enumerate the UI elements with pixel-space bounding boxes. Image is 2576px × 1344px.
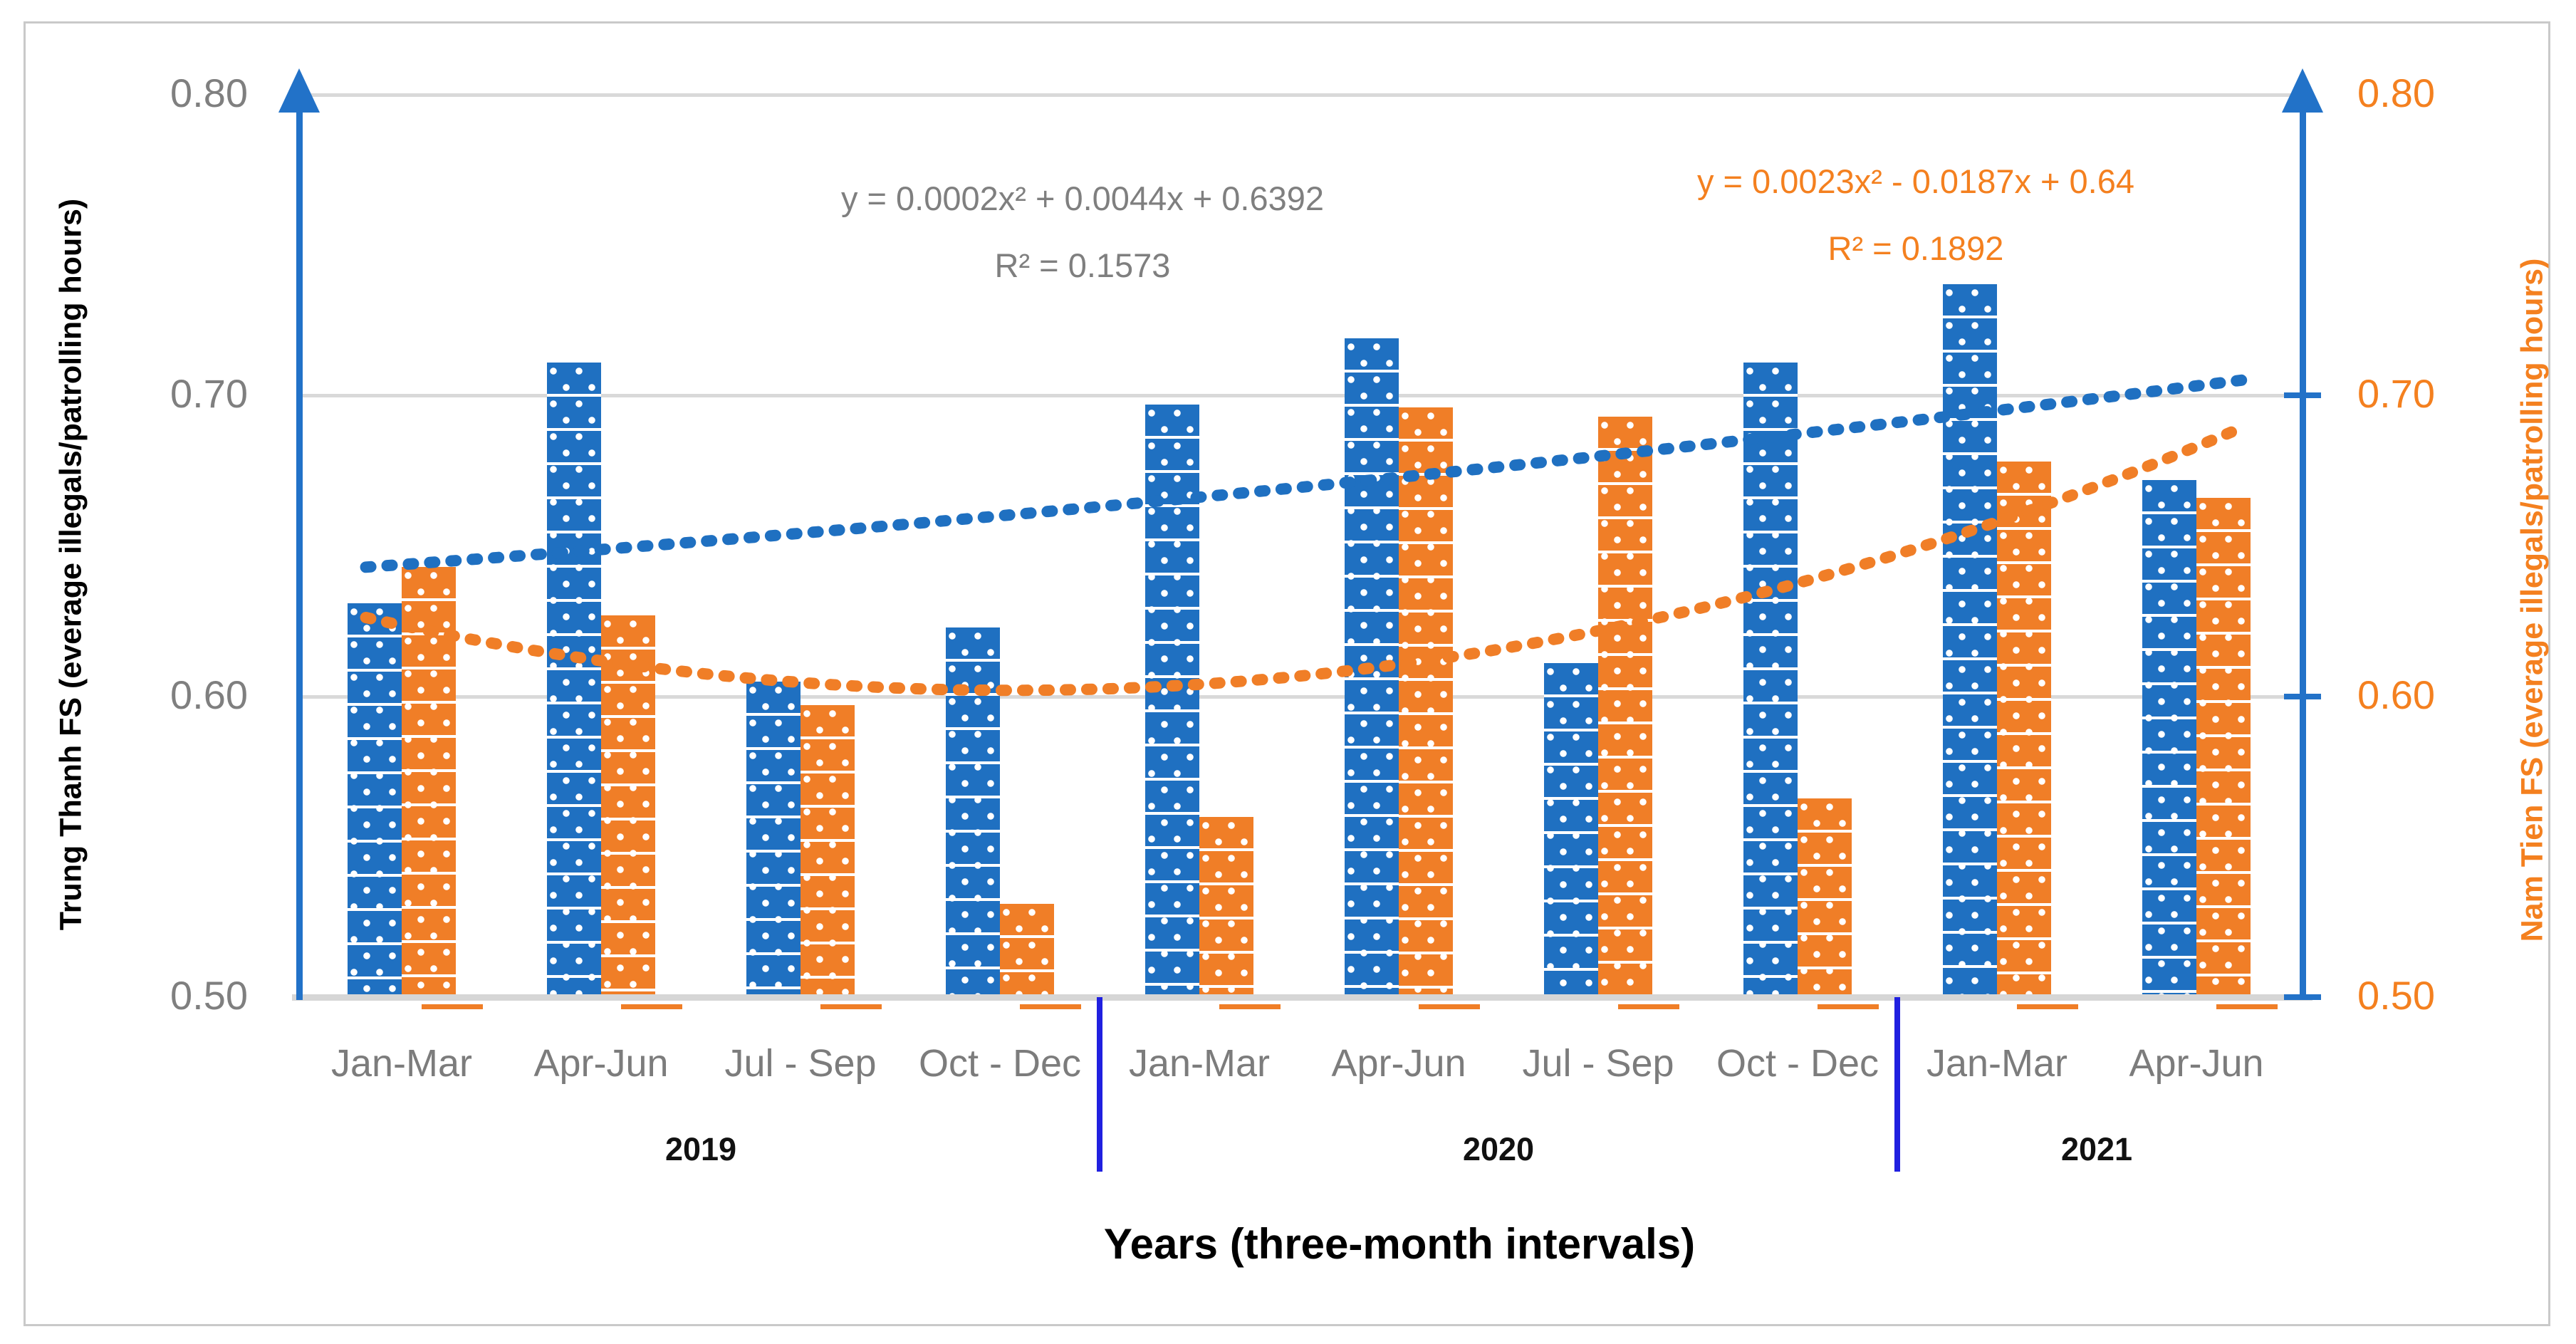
bar-nam-tien	[1598, 416, 1652, 997]
secondary-axis-dash	[621, 1004, 682, 1009]
bar-trung-thanh	[547, 362, 601, 997]
right-axis-tick-label: 0.80	[2357, 71, 2435, 115]
equation-line: y = 0.0002x² + 0.0044x + 0.6392	[840, 179, 1325, 217]
left-axis-line	[296, 107, 303, 1000]
x-axis-category-label: Jul - Sep	[724, 1042, 877, 1085]
secondary-axis-dash	[1020, 1004, 1081, 1009]
bar-nam-tien	[1199, 816, 1253, 997]
trendline-equation-blue: y = 0.0002x² + 0.0044x + 0.6392 R² = 0.1…	[641, 165, 1524, 299]
x-axis-category-label: Jan-Mar	[1128, 1042, 1271, 1085]
bar-nam-tien	[1000, 904, 1054, 997]
secondary-axis-dash	[1219, 1004, 1281, 1009]
year-separator-line	[1097, 997, 1102, 1172]
secondary-axis-dash	[2017, 1004, 2078, 1009]
right-axis-tick-label: 0.60	[2357, 672, 2435, 717]
x-axis-category-label: Apr-Jun	[533, 1042, 669, 1085]
x-axis-category-label: Jul - Sep	[1522, 1042, 1674, 1085]
secondary-axis-dash	[1419, 1004, 1480, 1009]
figure-border	[24, 21, 2550, 1326]
bar-nam-tien	[1997, 462, 2051, 997]
x-axis-category-label: Oct - Dec	[1716, 1042, 1879, 1085]
right-axis-tick-label: 0.70	[2357, 371, 2435, 417]
x-axis-category-label: Apr-Jun	[1331, 1042, 1466, 1085]
x-axis-line	[292, 994, 2312, 1001]
bar-nam-tien	[801, 705, 855, 997]
secondary-axis-dash	[1618, 1004, 1679, 1009]
year-separator-line	[1894, 997, 1900, 1172]
secondary-axis-dash	[1818, 1004, 1879, 1009]
trendline-equation-orange: y = 0.0023x² - 0.0187x + 0.64 R² = 0.189…	[1531, 148, 2300, 282]
gridline	[302, 93, 2303, 97]
bar-trung-thanh	[1743, 362, 1798, 997]
x-axis-category-label: Apr-Jun	[2129, 1042, 2264, 1085]
secondary-axis-dash	[2216, 1004, 2278, 1009]
bar-nam-tien	[1798, 798, 1852, 997]
gridline	[302, 394, 2303, 398]
x-axis-title: Years (three-month intervals)	[1103, 1220, 1696, 1268]
gridline	[302, 694, 2303, 699]
x-axis-category-label: Jan-Mar	[1926, 1042, 2068, 1085]
right-axis-tick-label: 0.50	[2357, 973, 2435, 1018]
secondary-axis-dash	[422, 1004, 483, 1009]
r2-line: R² = 0.1892	[1827, 229, 2004, 267]
bar-nam-tien	[2196, 497, 2251, 997]
left-axis-title: Trung Thanh FS (everage illegals/patroll…	[53, 198, 88, 931]
bar-nam-tien	[601, 615, 655, 997]
x-axis-category-label: Jan-Mar	[330, 1042, 473, 1085]
left-axis-tick-label: 0.70	[170, 371, 248, 417]
bar-trung-thanh	[2142, 479, 2196, 997]
right-axis-line	[2300, 107, 2306, 1000]
bar-trung-thanh	[746, 681, 801, 997]
bar-nam-tien	[1399, 407, 1453, 997]
left-axis-arrow-up-icon	[278, 68, 320, 113]
trendline-orange	[360, 420, 2251, 697]
x-axis-year-label: 2019	[664, 1131, 737, 1167]
left-axis-tick-label: 0.50	[170, 973, 248, 1018]
right-axis-arrow-up-icon	[2282, 68, 2323, 113]
r2-line: R² = 0.1573	[994, 246, 1171, 284]
right-axis-title: Nam Tien FS (everage illegals/patrolling…	[2515, 258, 2550, 942]
left-axis-tick-label: 0.80	[170, 71, 248, 115]
x-axis-year-label: 2020	[1462, 1131, 1535, 1167]
bar-trung-thanh	[348, 603, 402, 997]
x-axis-category-label: Oct - Dec	[918, 1042, 1082, 1085]
trendline-blue	[360, 374, 2251, 573]
bar-trung-thanh	[1544, 663, 1598, 997]
secondary-axis-dash	[820, 1004, 882, 1009]
bar-trung-thanh	[1943, 284, 1997, 997]
x-axis-year-label: 2021	[2060, 1131, 2133, 1167]
equation-line: y = 0.0023x² - 0.0187x + 0.64	[1696, 162, 2135, 200]
left-axis-tick-label: 0.60	[170, 672, 248, 717]
